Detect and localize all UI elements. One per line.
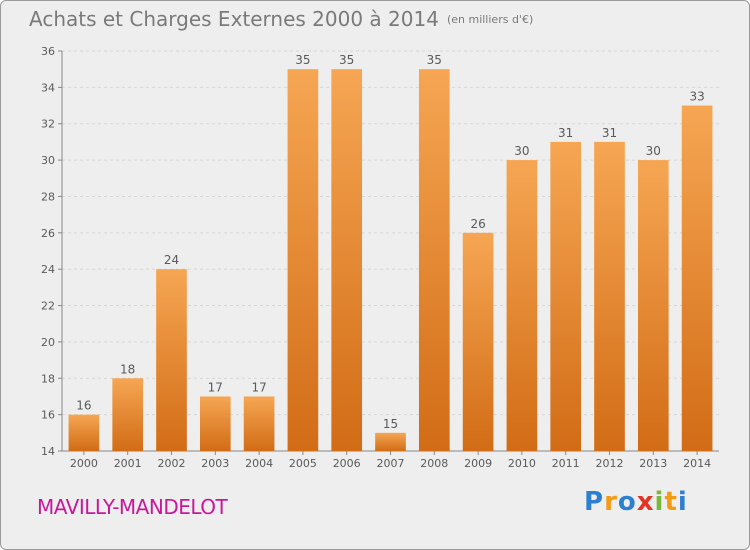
bar-2011 bbox=[550, 141, 582, 451]
data-label: 30 bbox=[514, 144, 529, 158]
bar-2003 bbox=[199, 396, 231, 451]
data-label: 16 bbox=[76, 399, 91, 413]
bar-2006 bbox=[331, 69, 363, 451]
bar-2012 bbox=[594, 141, 625, 451]
x-tick-label: 2011 bbox=[552, 457, 580, 470]
x-tick-label: 2001 bbox=[114, 457, 142, 470]
bar-2008 bbox=[418, 69, 450, 451]
bar-2002 bbox=[156, 269, 187, 451]
y-tick-label: 34 bbox=[41, 81, 55, 94]
data-label: 26 bbox=[470, 217, 485, 231]
data-label: 15 bbox=[383, 417, 398, 431]
x-tick-label: 2008 bbox=[420, 457, 448, 470]
x-tick-label: 2004 bbox=[245, 457, 273, 470]
bar-2013 bbox=[637, 160, 669, 451]
y-tick-label: 14 bbox=[41, 445, 55, 458]
y-tick-label: 24 bbox=[41, 263, 55, 276]
bar-2007 bbox=[375, 432, 406, 451]
x-tick-label: 2010 bbox=[508, 457, 536, 470]
bar-2009 bbox=[462, 232, 494, 451]
bar-2004 bbox=[243, 396, 275, 451]
y-tick-label: 22 bbox=[41, 300, 55, 313]
y-tick-label: 30 bbox=[41, 154, 55, 167]
y-tick-label: 20 bbox=[41, 336, 55, 349]
y-tick-label: 36 bbox=[41, 45, 55, 58]
data-label: 35 bbox=[427, 53, 442, 67]
proxiti-logo: Proxiti bbox=[584, 487, 688, 517]
chart-title: Achats et Charges Externes 2000 à 2014 (e… bbox=[29, 7, 533, 31]
data-label: 31 bbox=[602, 126, 617, 140]
x-tick-label: 2000 bbox=[70, 457, 98, 470]
y-tick-label: 26 bbox=[41, 227, 55, 240]
bar-2000 bbox=[68, 414, 100, 451]
data-label: 17 bbox=[251, 380, 266, 394]
x-tick-label: 2012 bbox=[596, 457, 624, 470]
x-tick-label: 2014 bbox=[683, 457, 711, 470]
data-label: 24 bbox=[164, 253, 179, 267]
data-label: 18 bbox=[120, 362, 135, 376]
chart-unit: (en milliers d'€) bbox=[446, 13, 534, 26]
x-tick-label: 2003 bbox=[201, 457, 229, 470]
y-tick-label: 18 bbox=[41, 372, 55, 385]
data-label: 31 bbox=[558, 126, 573, 140]
x-tick-label: 2006 bbox=[333, 457, 361, 470]
y-tick-label: 28 bbox=[41, 190, 55, 203]
data-label: 35 bbox=[295, 53, 310, 67]
x-tick-label: 2005 bbox=[289, 457, 317, 470]
y-tick-label: 32 bbox=[41, 118, 55, 131]
data-label: 30 bbox=[646, 144, 661, 158]
x-tick-label: 2013 bbox=[639, 457, 667, 470]
commune-name: MAVILLY-MANDELOT bbox=[37, 495, 228, 519]
bar-2014 bbox=[681, 105, 713, 451]
bar-2010 bbox=[506, 160, 538, 451]
x-tick-label: 2007 bbox=[377, 457, 405, 470]
bar-2005 bbox=[287, 69, 319, 451]
data-label: 35 bbox=[339, 53, 354, 67]
bar-2001 bbox=[112, 378, 144, 451]
data-label: 33 bbox=[689, 90, 704, 104]
y-tick-label: 16 bbox=[41, 409, 55, 422]
chart-title-text: Achats et Charges Externes 2000 à 2014 bbox=[29, 7, 439, 31]
x-tick-label: 2002 bbox=[158, 457, 186, 470]
data-label: 17 bbox=[208, 380, 223, 394]
x-tick-label: 2009 bbox=[464, 457, 492, 470]
